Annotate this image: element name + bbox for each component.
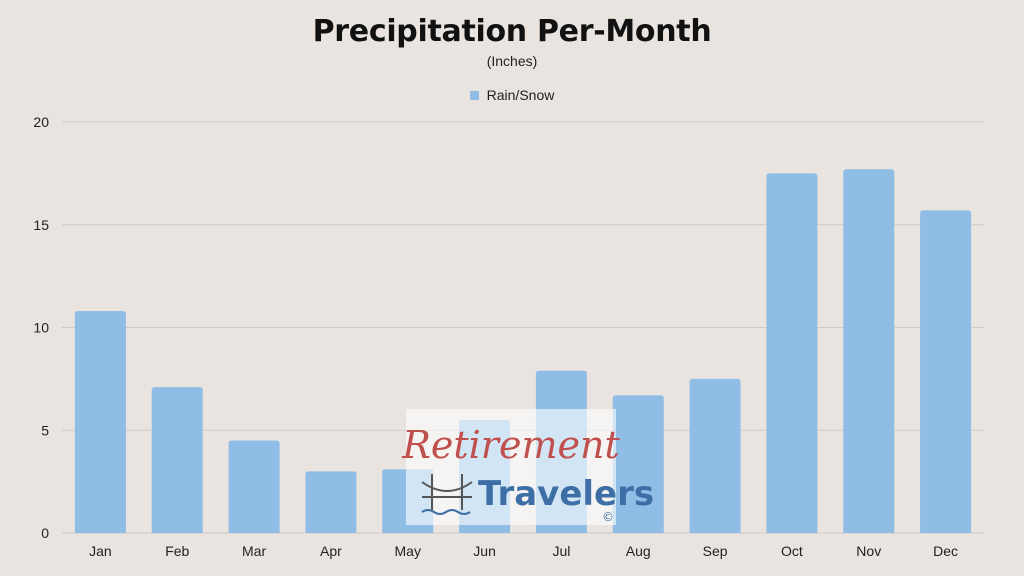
y-tick-label: 5: [41, 422, 49, 438]
watermark-line2: Travelers: [478, 474, 654, 514]
y-tick-label: 15: [33, 217, 49, 233]
x-tick-label: Apr: [320, 543, 342, 559]
x-tick-label: May: [395, 543, 421, 559]
chart-title: Precipitation Per-Month: [312, 14, 712, 49]
x-tick-label: Sep: [703, 543, 728, 559]
bar-aug: [612, 395, 664, 533]
y-tick-label: 0: [41, 525, 49, 541]
chart-subtitle: (Inches): [486, 53, 538, 69]
watermark-background: [406, 409, 616, 525]
legend-swatch: [469, 90, 479, 100]
watermark-line1: Retirement: [401, 423, 620, 467]
x-tick-label: Jun: [473, 543, 496, 559]
copyright-symbol: ©: [602, 510, 614, 524]
bar-nov: [843, 169, 895, 533]
x-tick-label: Jan: [89, 543, 112, 559]
bar-dec: [920, 210, 972, 534]
bar-mar: [228, 440, 280, 533]
legend-label: Rain/Snow: [486, 87, 555, 103]
y-axis-ticks: 0 5 10 15 20: [33, 114, 49, 541]
x-tick-label: Jul: [552, 543, 570, 559]
y-tick-label: 10: [33, 320, 49, 336]
y-tick-label: 20: [33, 114, 49, 130]
x-tick-label: Feb: [165, 543, 189, 559]
x-tick-label: Oct: [781, 543, 803, 559]
x-tick-label: Nov: [856, 543, 881, 559]
x-tick-label: Aug: [626, 543, 651, 559]
watermark-logo: Retirement Travelers ©: [401, 409, 654, 525]
x-tick-label: Mar: [242, 543, 266, 559]
bridge-icon: [421, 474, 473, 515]
bar-feb: [151, 387, 203, 533]
x-axis-ticks: Jan Feb Mar Apr May Jun Jul Aug Sep Oct Nov Dec: [89, 543, 958, 559]
bar-sep: [689, 378, 741, 533]
bar-oct: [766, 173, 818, 533]
bar-jan: [74, 311, 126, 533]
x-tick-label: Dec: [933, 543, 958, 559]
bar-apr: [305, 471, 357, 533]
gridlines: [62, 121, 984, 534]
legend: Rain/Snow: [0, 87, 1024, 103]
